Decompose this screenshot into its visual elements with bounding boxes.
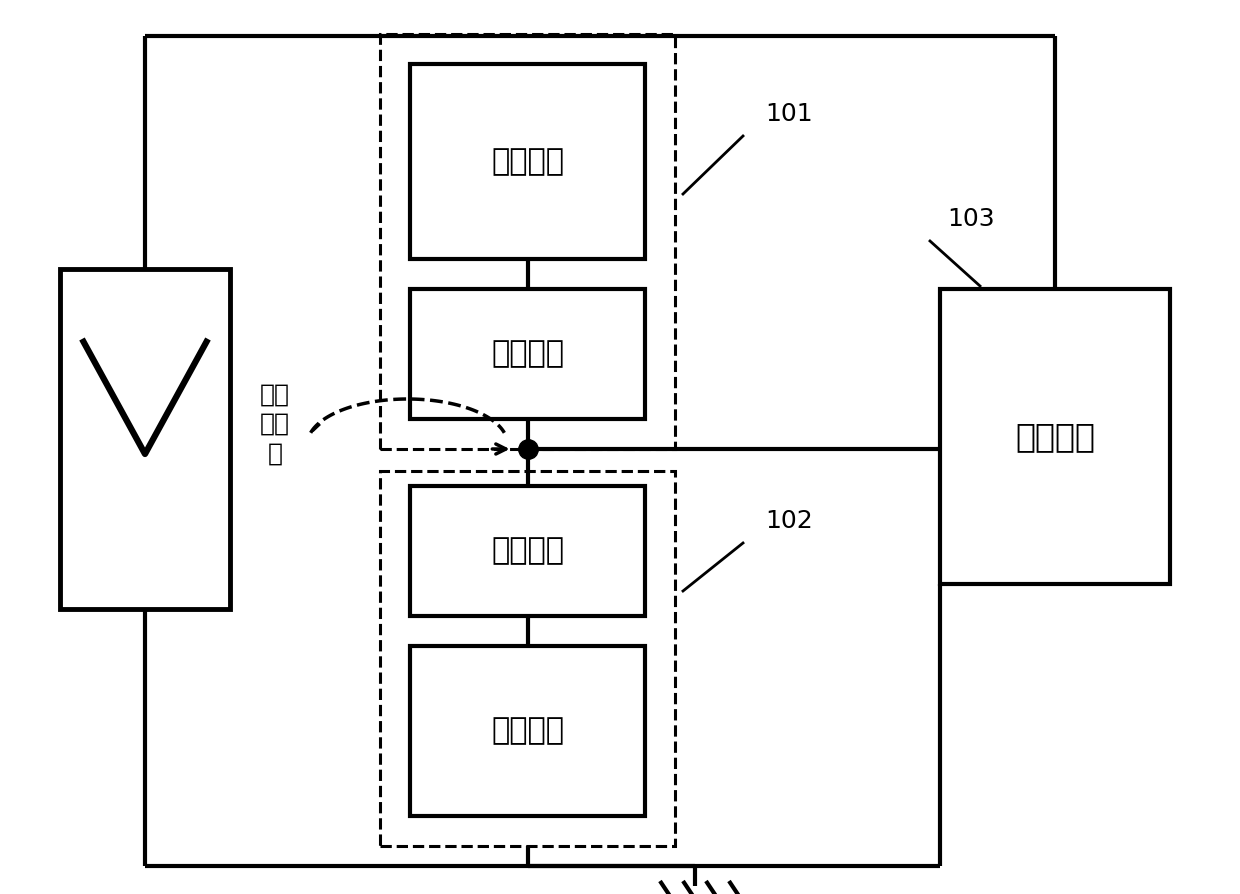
- Text: 103: 103: [947, 207, 994, 231]
- Text: 虚拟
中性
点: 虚拟 中性 点: [260, 383, 290, 466]
- Text: 直流电源: 直流电源: [1016, 420, 1095, 453]
- Bar: [410, 64, 645, 259]
- Text: 101: 101: [765, 102, 812, 126]
- Text: 阻抗元件: 阻抗元件: [491, 147, 564, 176]
- Bar: [410, 646, 645, 816]
- Bar: [379, 34, 675, 449]
- Text: 102: 102: [765, 509, 812, 533]
- Text: 隔离装置: 隔离装置: [491, 536, 564, 566]
- Text: 阻抗元件: 阻抗元件: [491, 716, 564, 746]
- Bar: [60, 269, 229, 609]
- Bar: [410, 289, 645, 419]
- Bar: [940, 289, 1171, 584]
- Bar: [379, 471, 675, 846]
- Text: 隔离装置: 隔离装置: [491, 340, 564, 368]
- Bar: [410, 486, 645, 616]
